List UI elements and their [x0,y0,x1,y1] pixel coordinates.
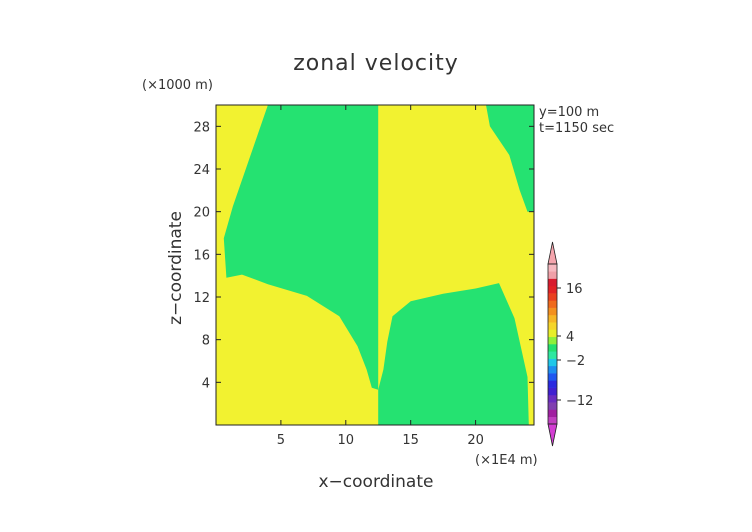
plot-area [215,104,535,426]
colorbar-segment [548,307,557,316]
colorbar-segment [548,336,557,345]
y-axis-ticks: 4 8 12 16 20 24 28 [193,120,534,391]
colorbar-segment [548,271,557,279]
chart-title: zonal velocity [293,51,459,76]
colorbar-segment [548,278,557,287]
colorbar-segment [548,329,557,338]
colorbar-segment [548,285,557,294]
colorbar-segment [548,264,557,272]
y-unit-label: (×1000 m) [142,78,213,93]
x-unit-label: (×1E4 m) [475,453,538,468]
colorbar-segment [548,314,557,323]
y-tick-label: 4 [202,376,210,391]
x-axis-ticks: 5 10 15 20 [277,105,484,448]
negative-velocity-region-top-right [486,105,534,212]
x-tick-label: 20 [467,433,484,448]
colorbar-segment [548,322,557,330]
negative-velocity-region-left [223,105,379,390]
colorbar-segment [548,402,557,410]
annotation-t: t=1150 sec [539,121,614,136]
colorbar-tick-label: 16 [566,282,583,297]
colorbar-min-arrow [547,423,558,447]
y-tick-label: 12 [193,291,210,306]
colorbar-segment [548,300,557,308]
y-tick-label: 28 [193,120,210,135]
x-tick-label: 5 [277,433,285,448]
colorbar-segment [548,293,557,301]
y-tick-label: 16 [193,248,210,263]
y-axis-label: z−coordinate [166,211,186,325]
colorbar: 16 4 −2 −12 [547,241,593,447]
colorbar-tick-label: −12 [566,394,593,409]
y-tick-label: 8 [202,334,210,349]
colorbar-segment [548,387,557,396]
colorbar-segment [548,416,557,425]
x-tick-label: 10 [338,433,355,448]
x-tick-label: 15 [402,433,419,448]
colorbar-max-arrow [547,241,558,265]
colorbar-frame [547,263,558,425]
colorbar-segment [548,409,557,418]
colorbar-segment [548,373,557,381]
colorbar-segment [548,358,557,367]
colorbar-segment [548,394,557,403]
colorbar-segment [548,380,557,388]
negative-velocity-region-right [378,283,529,425]
x-axis-label: x−coordinate [319,472,434,492]
colorbar-segment [548,365,557,374]
y-tick-label: 24 [193,163,210,178]
colorbar-segment [548,351,557,359]
colorbar-segment [548,344,557,352]
plot-frame [215,104,535,426]
colorbar-tick-label: −2 [566,354,585,369]
colorbar-tick-label: 4 [566,330,574,345]
y-tick-label: 20 [193,206,210,221]
annotation-y: y=100 m [539,105,599,120]
